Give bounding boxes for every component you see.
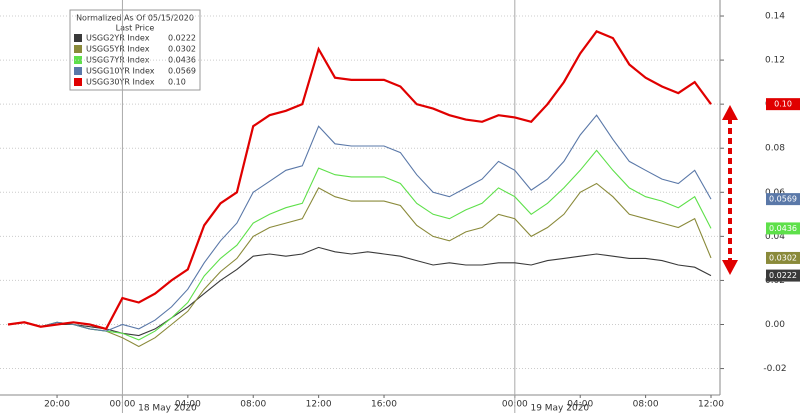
y-tick-label: 0.12 <box>765 56 785 66</box>
legend-swatch <box>74 34 82 42</box>
last-value-box <box>766 98 800 111</box>
legend-box <box>69 9 201 91</box>
last-value-box <box>766 193 800 206</box>
legend-header: Last Price <box>116 24 155 33</box>
y-tick-label: 0.00 <box>765 320 785 330</box>
x-tick-label: 20:00 <box>44 400 70 410</box>
legend-title: Normalized As Of 05/15/2020 <box>76 14 194 23</box>
legend-value: 0.0436 <box>168 56 196 65</box>
x-tick-label: 08:00 <box>633 400 659 410</box>
x-tick-label: 12:00 <box>698 400 724 410</box>
last-value-label: 0.0569 <box>769 195 797 204</box>
series-line <box>7 30 712 331</box>
legend-label: USGG30YR Index <box>86 78 155 87</box>
y-tick-label: 0.04 <box>765 232 785 242</box>
last-value-label: 0.0302 <box>769 253 797 262</box>
x-tick-label: 08:00 <box>240 400 266 410</box>
last-value-label: 0.10 <box>774 100 792 109</box>
arrow-head <box>722 260 738 275</box>
legend-label: USGG2YR Index <box>86 34 150 43</box>
y-tick-label: 0.08 <box>765 144 785 154</box>
last-value-box <box>766 269 800 282</box>
legend-value: 0.10 <box>168 78 186 87</box>
last-value-label: 0.0222 <box>769 271 797 280</box>
legend-label: USGG5YR Index <box>86 45 150 54</box>
legend-swatch <box>74 45 82 53</box>
y-tick-label: 0.06 <box>765 188 785 198</box>
series-line <box>7 114 712 332</box>
series-line <box>7 149 712 341</box>
x-date-label: 19 May 2020 <box>530 404 589 414</box>
last-value-box <box>766 222 800 235</box>
legend-value: 0.0222 <box>168 34 196 43</box>
legend: Normalized As Of 05/15/2020 Last Price U… <box>69 9 201 91</box>
x-date-label: 18 May 2020 <box>138 404 197 414</box>
legend-swatch <box>74 67 82 75</box>
x-tick-label: 12:00 <box>306 400 332 410</box>
series-line <box>7 246 712 337</box>
spread-arrow <box>722 105 738 275</box>
last-value-label: 0.0436 <box>769 224 797 233</box>
legend-value: 0.0569 <box>168 67 196 76</box>
last-value-box <box>766 251 800 264</box>
y-tick-label: -0.02 <box>763 364 786 374</box>
legend-value: 0.0302 <box>168 45 196 54</box>
legend-swatch <box>74 78 82 86</box>
y-tick-label: 0.14 <box>765 12 785 22</box>
x-tick-label: 16:00 <box>371 400 397 410</box>
series-line <box>7 182 712 348</box>
arrow-head <box>722 105 738 120</box>
x-tick-label: 04:00 <box>175 400 201 410</box>
legend-label: USGG10YR Index <box>86 67 155 76</box>
x-tick-label: 04:00 <box>567 400 593 410</box>
